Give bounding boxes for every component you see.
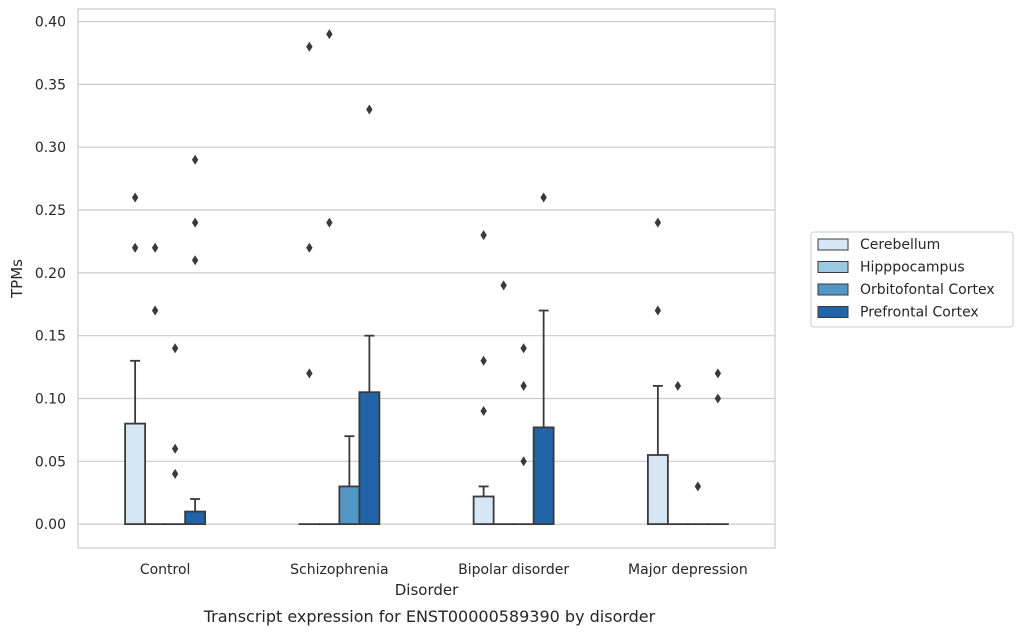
legend: Cerebellum Hipppocampus Orbitofontal Corte…	[810, 231, 1014, 328]
outlier-point	[171, 468, 179, 479]
legend-label: Prefrontal Cortex	[860, 305, 979, 321]
y-tick-label: 0.15	[35, 329, 66, 345]
outlier-point	[480, 355, 487, 366]
x-tick-label: Bipolar disorder	[458, 562, 569, 578]
outlier-point	[674, 380, 682, 391]
outlier-point	[520, 343, 527, 354]
outlier-point	[191, 217, 199, 228]
y-tick-label: 0.20	[35, 266, 66, 282]
x-axis-ticks: Control Schizophrenia Bipolar disorder Majo…	[140, 562, 748, 578]
outlier-point	[191, 154, 199, 165]
outlier-point	[520, 380, 527, 391]
legend-swatch	[817, 306, 849, 318]
legend-swatch	[817, 283, 849, 296]
outlier-point	[131, 242, 139, 253]
outlier-point	[540, 192, 547, 203]
bar	[646, 454, 669, 526]
outlier-point	[171, 443, 179, 454]
plot-frame	[77, 8, 776, 549]
bar	[472, 495, 495, 526]
outlier-point	[306, 41, 313, 52]
outlier-point	[480, 230, 487, 241]
chart-caption: Transcript expression for ENST0000058939…	[203, 607, 656, 626]
outlier-point	[520, 456, 527, 467]
y-tick-label: 0.30	[35, 140, 66, 156]
outlier-point	[306, 242, 313, 253]
bar	[184, 510, 207, 526]
y-axis-ticks: 0.00 0.05 0.10 0.15 0.20 0.25 0.30 0.35 0.40	[35, 15, 66, 534]
legend-label: Cerebellum	[860, 237, 940, 253]
y-tick-label: 0.00	[35, 517, 66, 533]
bar	[124, 422, 147, 526]
outlier-point	[500, 280, 507, 291]
legend-label: Hipppocampus	[860, 260, 965, 276]
outlier-point	[694, 481, 702, 492]
outlier-point	[714, 368, 722, 379]
bar	[358, 391, 381, 526]
y-tick-label: 0.35	[35, 77, 66, 93]
legend-swatch	[817, 261, 849, 273]
y-tick-label: 0.05	[35, 454, 66, 470]
outlier-point	[151, 242, 159, 253]
outlier-point	[151, 305, 159, 316]
chart-marks	[124, 29, 729, 526]
outlier-point	[714, 393, 722, 404]
x-tick-label: Schizophrenia	[290, 562, 388, 578]
outlier-point	[480, 406, 487, 417]
outlier-point	[306, 368, 313, 379]
x-tick-label: Control	[140, 562, 191, 578]
legend-label: Orbitofontal Cortex	[860, 282, 995, 298]
legend-swatch	[817, 238, 849, 251]
bar	[532, 426, 555, 526]
outlier-point	[654, 217, 662, 228]
y-axis-label: TPMs	[8, 259, 26, 299]
outlier-point	[131, 192, 139, 203]
outlier-point	[366, 104, 373, 115]
outlier-point	[326, 29, 333, 40]
outlier-point	[326, 217, 333, 228]
y-tick-label: 0.10	[35, 391, 66, 407]
legend-box	[810, 231, 1014, 328]
grid-lines	[78, 20, 775, 525]
x-tick-label: Major depression	[628, 562, 748, 578]
outlier-point	[191, 255, 199, 266]
x-axis-label: Disorder	[395, 581, 459, 599]
bar	[338, 485, 361, 526]
y-tick-label: 0.25	[35, 203, 66, 219]
outlier-point	[654, 305, 662, 316]
y-tick-label: 0.40	[35, 15, 66, 31]
outlier-point	[171, 343, 179, 354]
